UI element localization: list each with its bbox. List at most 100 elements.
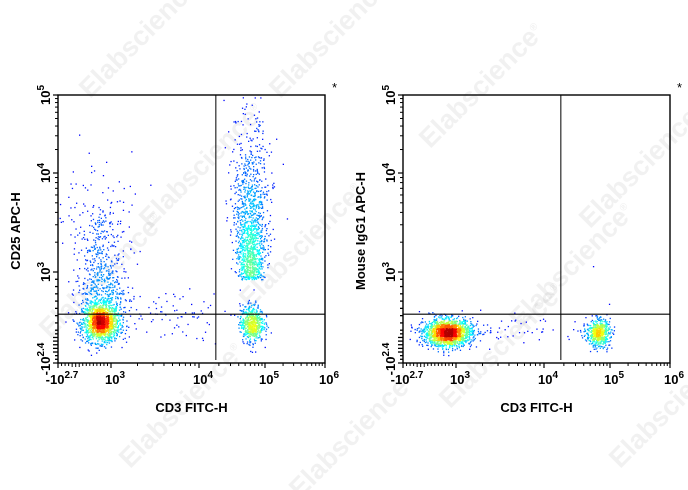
event-dot [261,312,263,314]
event-dot [461,336,463,339]
event-dot [234,314,236,316]
event-dot [244,226,246,228]
event-dot [441,318,443,320]
event-dot [68,215,70,217]
event-dot [121,326,123,328]
event-dot [98,317,100,319]
tick-base: 10 [258,372,274,387]
event-dot [94,317,97,319]
event-dot [105,340,107,342]
event-dot [97,272,99,274]
event-dot [101,311,103,314]
event-dot [178,326,180,328]
event-dot [99,328,101,331]
event-dot [109,206,112,209]
event-dot [242,228,244,230]
event-dot [174,295,176,298]
event-dot [105,328,107,330]
event-dot [245,217,247,220]
event-dot [104,329,106,331]
event-dot [248,166,250,168]
event-dot [96,302,98,304]
event-dot [98,206,100,209]
event-dot [272,184,274,186]
event-dot [245,258,247,261]
event-dot [111,319,113,322]
event-dot [251,188,253,191]
event-dot [261,148,263,150]
event-dot [123,268,125,270]
event-dot [602,343,604,345]
event-dot [92,250,94,252]
event-dot [606,333,608,335]
event-dot [490,327,492,329]
event-dot [265,328,268,330]
event-dot [552,329,554,331]
tick-base: -10 [45,372,65,387]
event-dot [255,309,257,311]
event-dot [441,344,443,346]
event-dot [161,311,163,313]
event-dot [252,329,254,331]
event-dot [108,323,111,325]
event-dot [242,312,244,314]
event-dot [108,306,110,308]
event-dot [247,303,249,305]
event-dot [263,240,266,243]
event-dot [249,191,252,193]
event-dot [257,332,259,334]
event-dot [604,333,606,336]
event-dot [256,326,259,328]
event-dot [459,322,461,324]
event-dot [172,305,174,307]
event-dot [266,316,268,318]
event-dot [253,278,255,281]
event-dot [235,191,237,193]
event-dot [106,293,108,296]
event-dot [254,276,256,278]
event-dot [206,322,208,324]
event-dot [86,316,88,318]
event-dot [595,348,597,350]
event-dot [98,225,100,228]
event-dot [111,319,113,321]
event-dot [173,327,176,329]
event-dot [92,333,94,335]
event-dot [263,197,266,199]
event-dot [95,310,97,312]
event-dot [243,249,245,251]
event-dot [581,337,584,339]
event-dot [102,327,104,329]
event-dot [414,328,416,331]
event-dot [260,262,262,264]
event-dot [592,345,594,347]
event-dot [261,229,263,231]
event-dot [245,172,247,174]
event-dot [253,252,255,254]
event-dot [104,304,107,307]
event-dot [83,282,85,284]
event-dot [119,223,122,225]
event-dot [239,318,241,320]
event-dot [112,336,114,338]
event-dot [238,178,240,180]
event-dot [267,252,269,254]
event-dot [253,114,256,116]
event-dot [237,236,239,238]
event-dot [265,255,267,257]
event-dot [536,328,538,330]
event-dot [607,328,609,330]
event-dot [241,224,243,226]
event-dot [588,339,590,342]
event-dot [605,337,607,340]
event-dot [78,325,80,327]
event-dot [109,222,111,224]
event-dot [249,324,251,326]
event-dot [95,286,97,288]
event-dot [253,326,255,328]
event-dot [225,200,227,202]
event-dot [515,319,517,321]
event-dot [427,344,429,347]
event-dot [90,323,92,325]
event-dot [123,187,125,190]
